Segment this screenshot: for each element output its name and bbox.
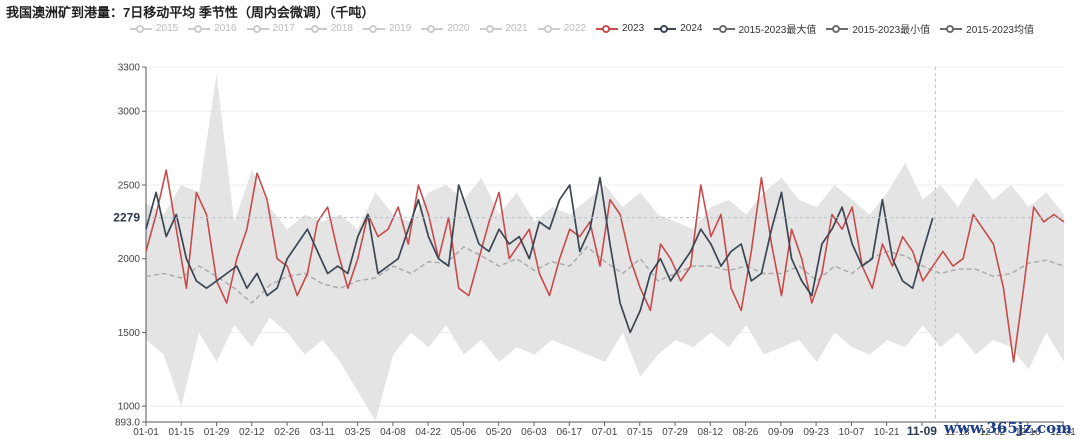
legend-label: 2015 xyxy=(156,23,179,34)
series-line-mean xyxy=(145,246,1065,304)
series-line-2024 xyxy=(145,176,934,334)
x-tick-label: 05-20 xyxy=(486,427,512,438)
x-tick-label: 06-17 xyxy=(556,427,582,438)
x-tick-label: 08-12 xyxy=(698,427,724,438)
legend-marker xyxy=(596,24,618,34)
x-tick-label: 12-31 xyxy=(1050,427,1076,438)
legend-label: 2015-2023最大值 xyxy=(738,25,817,36)
legend-item-12[interactable]: 2015-2023均值 xyxy=(940,21,1034,36)
x-tick-label: 07-15 xyxy=(627,427,653,438)
legend-item-8[interactable]: 2023 xyxy=(596,21,644,36)
legend-item-2[interactable]: 2017 xyxy=(246,21,295,36)
chart-legend: 2015 2016 2017 2018 2019 2020 2021 2022 2023 2024… xyxy=(130,21,1034,36)
x-tick-label: 03-25 xyxy=(345,427,371,438)
legend-label: 2017 xyxy=(272,23,295,34)
y-tick-label: 3000 xyxy=(118,107,141,118)
site-watermark: www.365jz.com xyxy=(944,419,1072,437)
legend-item-3[interactable]: 2018 xyxy=(304,21,353,36)
legend-label: 2022 xyxy=(563,23,586,34)
x-tick-label: 11-18 xyxy=(945,427,970,438)
x-tick-label: 02-12 xyxy=(239,427,265,438)
legend-item-7[interactable]: 2022 xyxy=(537,21,586,36)
x-tick-label: 09-23 xyxy=(803,427,829,438)
x-tick-label: 10-07 xyxy=(839,427,865,438)
y-tick-label: 893.0 xyxy=(115,418,140,429)
legend-item-10[interactable]: 2015-2023最大值 xyxy=(712,21,817,36)
x-tick-label: 01-15 xyxy=(168,427,194,438)
legend-label: 2023 xyxy=(622,23,645,34)
legend-marker xyxy=(246,24,269,34)
x-tick-label: 09-09 xyxy=(768,427,794,438)
legend-item-0[interactable]: 2015 xyxy=(130,21,178,36)
x-tick-label: 06-03 xyxy=(521,427,547,438)
legend-marker xyxy=(479,24,502,34)
legend-label: 2016 xyxy=(214,23,237,34)
legend-marker xyxy=(654,24,677,34)
x-tick-label: 04-08 xyxy=(380,427,406,438)
y-tick-label: 1500 xyxy=(118,328,141,339)
x-tick-label: 07-01 xyxy=(592,427,618,438)
y-tick-label: 1000 xyxy=(118,402,141,413)
legend-marker xyxy=(304,24,327,34)
legend-item-4[interactable]: 2019 xyxy=(363,21,411,36)
legend-item-5[interactable]: 2020 xyxy=(421,21,470,36)
x-tick-label: 10-21 xyxy=(874,427,900,438)
legend-item-11[interactable]: 2015-2023最小值 xyxy=(826,21,930,36)
x-tick-label: 12-02 xyxy=(980,427,1006,438)
legend-item-6[interactable]: 2021 xyxy=(479,21,528,36)
y-tick-label: 3300 xyxy=(118,63,141,74)
legend-marker xyxy=(188,24,211,34)
range-band-max-min xyxy=(146,74,1064,422)
legend-marker xyxy=(421,24,444,34)
chart-title: 我国澳洲矿到港量：7日移动平均 季节性（周内会微调）（千吨） xyxy=(6,5,375,20)
legend-marker xyxy=(712,24,735,34)
x-tick-label: 05-06 xyxy=(451,427,477,438)
legend-label: 2015-2023均值 xyxy=(966,25,1034,36)
x-tick-label: 01-01 xyxy=(133,427,159,438)
series-line-2023 xyxy=(145,169,1065,363)
legend-label: 2018 xyxy=(330,23,353,34)
x-tick-label: 08-26 xyxy=(733,427,759,438)
legend-marker xyxy=(940,24,963,34)
x-tick-label: 03-11 xyxy=(310,427,335,438)
x-tick-label: 01-29 xyxy=(204,427,230,438)
legend-item-1[interactable]: 2016 xyxy=(188,21,237,36)
y-tick-label: 2500 xyxy=(118,180,141,191)
legend-marker xyxy=(130,24,152,34)
legend-marker xyxy=(537,24,560,34)
y-tick-label: 2000 xyxy=(118,254,141,265)
x-tick-label: 02-26 xyxy=(274,427,300,438)
legend-marker xyxy=(826,24,849,34)
legend-item-9[interactable]: 2024 xyxy=(654,21,703,36)
x-tick-label: 04-22 xyxy=(415,427,441,438)
crosshair-y-label: 2279 xyxy=(113,211,140,225)
legend-label: 2021 xyxy=(505,23,528,34)
legend-label: 2020 xyxy=(447,23,470,34)
legend-label: 2024 xyxy=(680,23,703,34)
x-tick-label: 11-09 xyxy=(907,424,937,438)
legend-marker xyxy=(363,24,385,34)
x-tick-label: 07-29 xyxy=(662,427,688,438)
legend-label: 2015-2023最小值 xyxy=(852,25,931,36)
x-tick-label: 12-16 xyxy=(1015,427,1041,438)
legend-label: 2019 xyxy=(389,23,412,34)
